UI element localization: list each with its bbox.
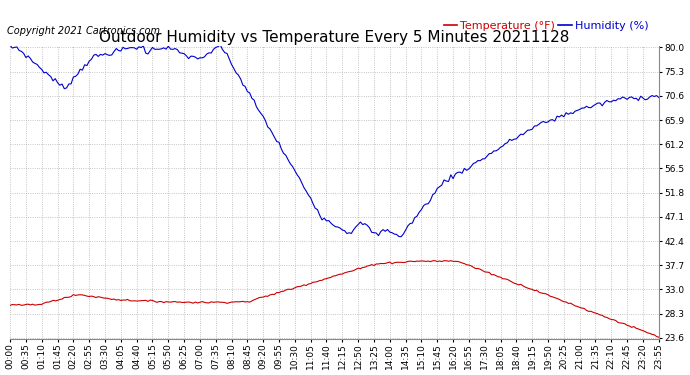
Legend: Temperature (°F), Humidity (%): Temperature (°F), Humidity (%) — [439, 16, 653, 35]
Text: Copyright 2021 Cartronics.com: Copyright 2021 Cartronics.com — [7, 26, 160, 36]
Title: Outdoor Humidity vs Temperature Every 5 Minutes 20211128: Outdoor Humidity vs Temperature Every 5 … — [99, 30, 570, 45]
